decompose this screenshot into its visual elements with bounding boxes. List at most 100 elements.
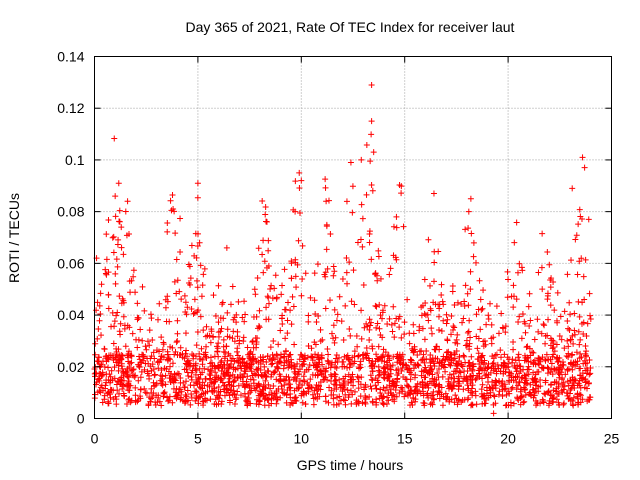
data-point [231, 377, 238, 384]
data-point [317, 338, 324, 345]
data-point [485, 364, 492, 371]
data-point [341, 378, 348, 385]
data-point [498, 354, 505, 361]
data-point [372, 375, 379, 382]
data-point [400, 361, 407, 368]
data-point [460, 352, 467, 359]
data-point [162, 304, 169, 311]
data-point [518, 335, 525, 342]
data-point [219, 299, 226, 306]
data-point [225, 350, 232, 357]
data-point [199, 369, 206, 376]
data-point [497, 347, 504, 354]
data-point [167, 197, 174, 204]
data-point [168, 370, 175, 377]
data-point [288, 275, 295, 282]
data-point [260, 237, 267, 244]
data-point [582, 342, 589, 349]
data-point [281, 390, 288, 397]
data-point [569, 185, 576, 192]
data-point [217, 361, 224, 368]
data-point [293, 284, 300, 291]
data-point [170, 385, 177, 392]
data-point [385, 352, 392, 359]
data-point [276, 359, 283, 366]
data-point [341, 353, 348, 360]
data-point [255, 245, 262, 252]
data-point [386, 355, 393, 362]
data-point [288, 356, 295, 363]
data-point [362, 396, 369, 403]
data-point [150, 349, 157, 356]
data-point [402, 376, 409, 383]
data-point [137, 386, 144, 393]
data-point [265, 368, 272, 375]
data-point [214, 394, 221, 401]
data-point [384, 321, 391, 328]
data-point [454, 299, 461, 306]
data-point [95, 326, 102, 333]
data-point [160, 393, 167, 400]
data-point [185, 357, 192, 364]
data-point [420, 388, 427, 395]
data-point [428, 399, 435, 406]
data-point [483, 384, 490, 391]
data-point [362, 393, 369, 400]
data-point [105, 376, 112, 383]
data-point [128, 359, 135, 366]
data-point [253, 384, 260, 391]
data-point [555, 391, 562, 398]
data-point [147, 363, 154, 370]
data-point [215, 282, 222, 289]
data-point [374, 277, 381, 284]
data-point [369, 398, 376, 405]
data-point [538, 330, 545, 337]
data-point [456, 357, 463, 364]
data-point [281, 266, 288, 273]
data-point [322, 184, 329, 191]
data-point [177, 344, 184, 351]
data-point [212, 313, 219, 320]
data-point [241, 298, 248, 305]
data-point [113, 256, 120, 263]
data-point [493, 378, 500, 385]
data-point [331, 306, 338, 313]
data-point [136, 364, 143, 371]
data-point [265, 247, 272, 254]
data-point [499, 393, 506, 400]
data-point [287, 351, 294, 358]
data-point [333, 355, 340, 362]
data-point [462, 226, 469, 233]
data-point [430, 395, 437, 402]
data-point [354, 239, 361, 246]
data-point [201, 395, 208, 402]
data-point [167, 363, 174, 370]
data-point [194, 328, 201, 335]
data-point [369, 368, 376, 375]
data-point [525, 355, 532, 362]
data-point [114, 359, 121, 366]
data-point [425, 236, 432, 243]
data-point [285, 380, 292, 387]
data-point [162, 381, 169, 388]
data-point [264, 395, 271, 402]
data-point [431, 346, 438, 353]
data-point [375, 343, 382, 350]
data-point [199, 361, 206, 368]
data-point [451, 368, 458, 375]
data-point [436, 381, 443, 388]
data-point [243, 364, 250, 371]
data-point [187, 275, 194, 282]
data-point [390, 223, 397, 230]
data-point [220, 371, 227, 378]
data-point [367, 372, 374, 379]
data-point [259, 386, 266, 393]
data-point [351, 388, 358, 395]
data-point [583, 370, 590, 377]
data-point [134, 316, 141, 323]
data-point [382, 349, 389, 356]
data-point [215, 319, 222, 326]
data-point [438, 384, 445, 391]
data-point [502, 402, 509, 409]
data-point [526, 290, 533, 297]
